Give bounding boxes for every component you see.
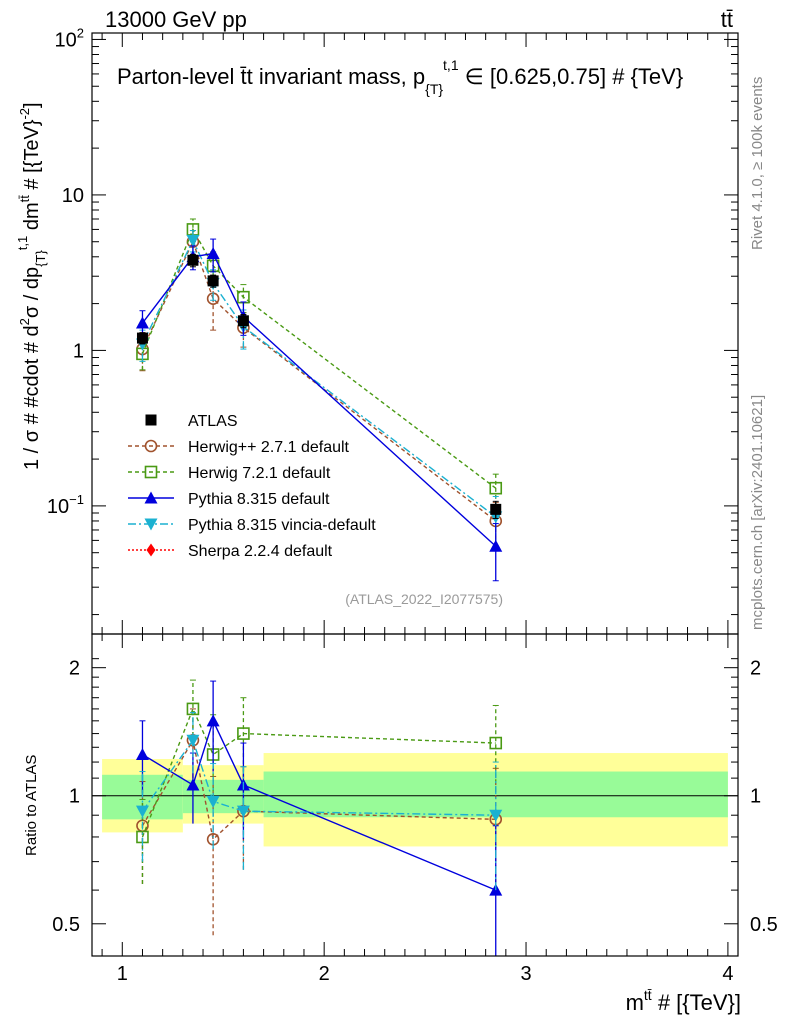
legend-item: Sherpa 2.2.4 default [128,543,333,560]
ratio-ticks: 2 2 1 1 0.5 0.5 1 2 3 4 [52,634,778,985]
legend: ATLAS Herwig++ 2.7.1 default Herwig 7.2.1 … [128,413,376,560]
ratio-y-tick-label: 0.5 [52,914,80,936]
ratio-frame [91,633,739,957]
legend-item: ATLAS [145,413,238,430]
main-panel: 102 10 1 10−1 Parton-level t̄t invariant ma… [15,25,739,635]
ratio-point [186,702,200,716]
main-y-ticks: 102 10 1 10−1 [47,25,738,634]
ratio-y-tick-label-right: 1 [750,786,761,808]
legend-label: Herwig++ 2.7.1 default [188,439,350,456]
ratio-line [141,707,496,838]
series-line [141,239,497,522]
plot-title-sup: t,1 [443,57,459,73]
legend-item: Herwig++ 2.7.1 default [128,439,350,456]
rivet-label: Rivet 4.1.0, ≥ 100k events [749,77,766,250]
legend-label: Herwig 7.2.1 default [188,465,331,482]
ratio-point [135,805,149,818]
legend-label: Pythia 8.315 default [188,491,330,508]
y-axis-label: 1 / σ # #cdot # d2σ / dp{T}t,1 dmtt̄ # [… [15,102,48,470]
data-point [489,539,503,552]
legend-marker [146,543,156,557]
ratio-series [135,679,503,956]
plot-title: Parton-level t̄t invariant mass, p{T}t,1… [117,57,683,97]
plot-title-sub: {T} [425,81,443,97]
legend-label: Pythia 8.315 vincia-default [188,517,376,534]
data-point [136,332,148,344]
ratio-panel: 2 2 1 1 0.5 0.5 1 2 3 4 Ratio to ATLAS mtt̄ # [{T… [23,633,778,1015]
process-label: tt̄ [721,7,733,32]
legend-marker [144,518,158,531]
ratio-line [141,738,496,841]
ratio-uncertainty-bands [102,753,728,847]
plot-title-main: Parton-level t̄t invariant mass, p [117,64,425,89]
legend-label: Sherpa 2.2.4 default [188,543,333,560]
x-axis-label: mtt̄ # [{TeV}] [626,987,741,1015]
x-tick-label: 3 [520,963,531,985]
x-tick-label: 1 [117,963,128,985]
legend-label: ATLAS [188,413,238,430]
ratio-point [237,727,250,740]
ratio-y-tick-label-right: 2 [750,658,761,680]
data-point [206,247,220,260]
ratio-series-2 [135,680,503,956]
data-point [135,316,149,329]
main-series [135,218,503,582]
series-0 [136,253,502,519]
ratio-y-tick-label-right: 0.5 [750,914,778,936]
main-y-tick-label: 10 [62,185,84,207]
main-y-tick-label: 10−1 [47,492,84,518]
x-tick-label: 2 [319,963,330,985]
data-point [489,481,503,495]
main-y-tick-label: 102 [55,25,84,51]
legend-marker [144,491,158,504]
ratio-series-3 [135,711,503,891]
ratio-point [186,778,200,791]
ratio-point [206,714,220,727]
legend-item: Pythia 8.315 vincia-default [128,517,376,534]
ratio-point [489,809,503,822]
ratio-point [135,748,149,761]
ratio-point [489,736,503,750]
legend-item: Pythia 8.315 default [128,491,330,508]
mcplots-label: mcplots.cern.ch [arXiv:2401.10621] [749,395,766,630]
plot-title-tail: ∈ [0.625,0.75] # {TeV} [465,64,684,89]
energy-label: 13000 GeV pp [105,7,247,32]
legend-marker [145,414,157,426]
ratio-point [186,734,200,747]
legend-marker [144,439,158,453]
ratio-y-tick-label: 1 [69,786,80,808]
ratio-point [236,805,250,818]
x-tick-label: 4 [722,963,733,985]
data-point [490,503,502,515]
data-point [187,254,199,266]
legend-marker [144,465,158,479]
data-point [237,315,249,327]
ratio-y-label: Ratio to ATLAS [23,755,40,856]
ratio-point [206,795,220,808]
main-y-tick-label: 1 [73,340,84,362]
ratio-y-tick-label: 2 [69,658,80,680]
legend-item: Herwig 7.2.1 default [128,465,331,482]
data-point [207,275,219,287]
data-point [186,234,200,247]
analysis-watermark: (ATLAS_2022_I2077575) [345,591,503,607]
